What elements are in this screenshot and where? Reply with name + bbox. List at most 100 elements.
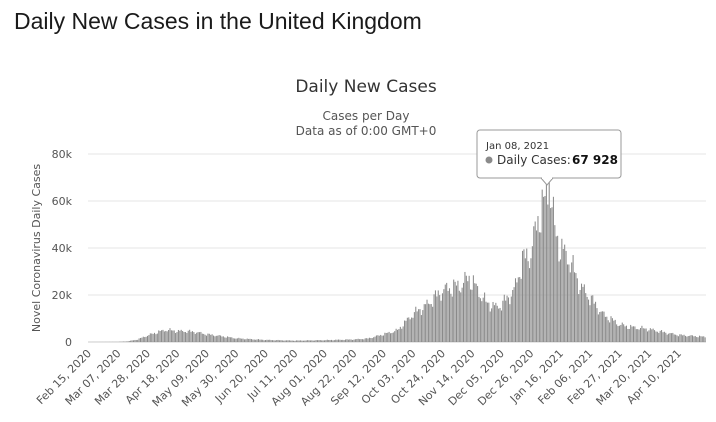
bar[interactable] <box>394 331 396 342</box>
bar[interactable] <box>693 336 695 342</box>
bar[interactable] <box>371 338 373 342</box>
bar[interactable] <box>224 337 226 342</box>
bar[interactable] <box>578 294 580 342</box>
bar[interactable] <box>198 332 201 342</box>
bar[interactable] <box>287 340 289 342</box>
bar[interactable] <box>541 189 543 342</box>
bar[interactable] <box>656 331 658 342</box>
bar[interactable] <box>283 340 285 342</box>
bar[interactable] <box>263 340 265 342</box>
bar[interactable] <box>236 338 238 342</box>
bar[interactable] <box>620 324 622 342</box>
bar[interactable] <box>676 335 678 342</box>
bar[interactable] <box>373 337 375 342</box>
bar[interactable] <box>666 334 668 342</box>
bar[interactable] <box>543 196 545 342</box>
bar[interactable] <box>589 305 591 342</box>
bar[interactable] <box>451 296 453 342</box>
bar[interactable] <box>207 333 209 342</box>
bar[interactable] <box>259 339 261 342</box>
bar[interactable] <box>301 340 303 342</box>
bar[interactable] <box>561 238 563 342</box>
bar[interactable] <box>342 339 344 342</box>
bar[interactable] <box>191 331 193 342</box>
bar[interactable] <box>276 340 278 342</box>
bar[interactable] <box>290 340 292 342</box>
bar[interactable] <box>609 322 611 342</box>
bar[interactable] <box>375 335 377 342</box>
bar[interactable] <box>437 290 439 342</box>
bar[interactable] <box>152 333 154 342</box>
bar[interactable] <box>429 304 431 342</box>
bar[interactable] <box>645 328 647 342</box>
bar[interactable] <box>600 311 602 342</box>
bar[interactable] <box>205 335 208 342</box>
bar[interactable] <box>187 330 189 342</box>
bar[interactable] <box>215 335 217 342</box>
bar[interactable] <box>571 262 573 342</box>
bar[interactable] <box>409 319 411 342</box>
bar[interactable] <box>649 328 651 342</box>
bar[interactable] <box>279 340 281 342</box>
bar[interactable] <box>221 336 223 342</box>
bar[interactable] <box>155 334 157 342</box>
bar[interactable] <box>387 332 389 342</box>
bar[interactable] <box>267 339 269 342</box>
bar[interactable] <box>333 340 335 342</box>
bar[interactable] <box>318 340 320 342</box>
bar[interactable] <box>308 340 310 342</box>
bar[interactable] <box>284 340 286 342</box>
bar[interactable] <box>524 258 526 342</box>
bar[interactable] <box>635 329 637 342</box>
bar[interactable] <box>607 320 609 342</box>
bar[interactable] <box>433 294 435 342</box>
bar[interactable] <box>239 338 241 342</box>
bar[interactable] <box>360 339 362 342</box>
bar[interactable] <box>694 336 696 342</box>
bar[interactable] <box>138 338 140 342</box>
bar[interactable] <box>536 230 538 342</box>
bar[interactable] <box>680 334 682 342</box>
bar[interactable] <box>253 339 255 342</box>
bar[interactable] <box>502 300 504 342</box>
bar[interactable] <box>526 248 528 342</box>
bar[interactable] <box>200 331 202 342</box>
bar[interactable] <box>573 272 576 342</box>
bar[interactable] <box>481 301 483 342</box>
bar[interactable] <box>389 333 392 342</box>
bar[interactable] <box>364 338 366 342</box>
bar[interactable] <box>332 340 334 342</box>
bar[interactable] <box>522 250 524 342</box>
bar[interactable] <box>201 333 203 342</box>
bar[interactable] <box>585 293 587 342</box>
bar[interactable] <box>613 320 615 342</box>
bar[interactable] <box>630 324 632 342</box>
bar[interactable] <box>137 339 139 342</box>
bar[interactable] <box>222 336 224 342</box>
bar[interactable] <box>242 338 244 342</box>
bar[interactable] <box>513 287 515 342</box>
bar[interactable] <box>374 336 376 342</box>
bar[interactable] <box>471 289 473 342</box>
bar[interactable] <box>124 341 126 342</box>
bar[interactable] <box>366 338 368 342</box>
bar[interactable] <box>527 261 529 342</box>
bar[interactable] <box>537 216 539 342</box>
bar[interactable] <box>243 339 245 342</box>
bar[interactable] <box>436 296 438 342</box>
bar[interactable] <box>552 196 554 342</box>
bar[interactable] <box>328 340 330 342</box>
bar[interactable] <box>637 329 639 342</box>
bar[interactable] <box>412 317 414 342</box>
bar[interactable] <box>586 296 588 342</box>
bar[interactable] <box>701 336 703 342</box>
bar[interactable] <box>568 264 570 342</box>
bar[interactable] <box>402 326 404 342</box>
bar[interactable] <box>597 314 599 342</box>
bar[interactable] <box>684 335 686 342</box>
bar[interactable] <box>142 336 144 342</box>
bar[interactable] <box>427 303 429 342</box>
bar[interactable] <box>565 250 567 342</box>
bar[interactable] <box>408 317 410 342</box>
bar[interactable] <box>404 320 406 342</box>
